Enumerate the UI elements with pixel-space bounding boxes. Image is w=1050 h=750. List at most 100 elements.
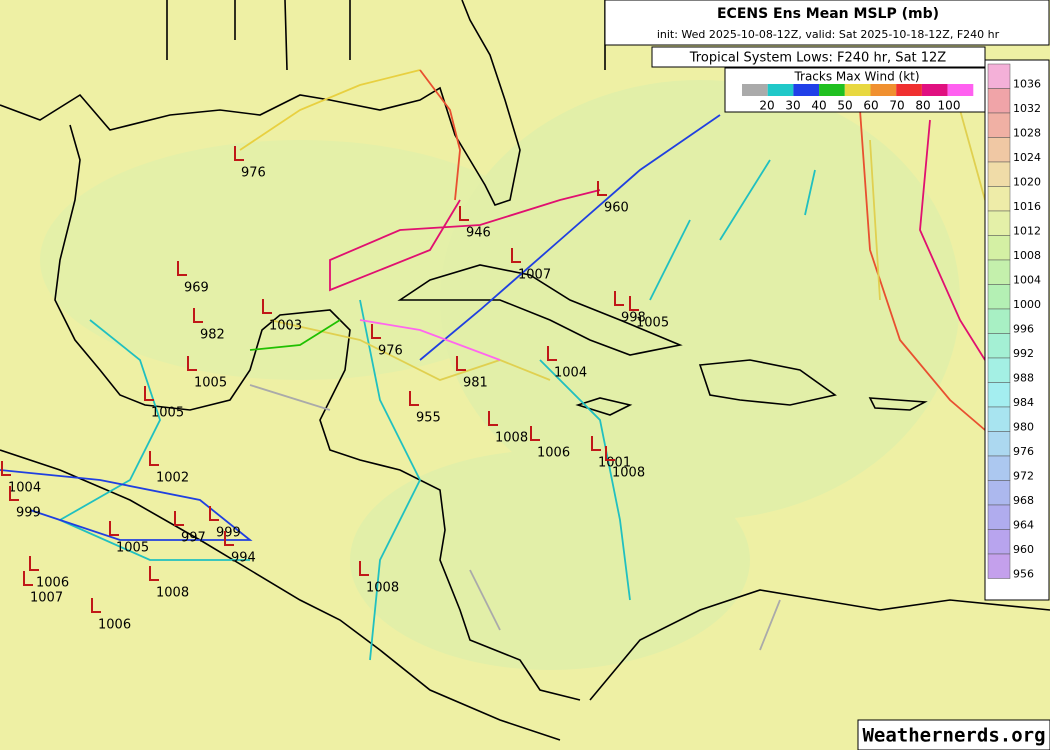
low-label: 1008 [495,431,528,446]
low-label: 1008 [612,466,645,481]
colorbar-label: 964 [1013,518,1034,531]
low-label: 946 [466,226,491,241]
low-label: 994 [231,551,256,566]
colorbar-label: 976 [1013,445,1034,458]
low-label: 955 [416,411,441,426]
colorbar-cell [987,63,1011,89]
colorbar-cell [987,284,1011,310]
wind-swatch [742,84,768,96]
low-marker [187,356,197,371]
low-marker [9,486,19,501]
low-label: 1005 [194,376,227,391]
low-marker [629,296,639,311]
wind-label: 50 [837,99,852,113]
colorbar-label: 956 [1013,567,1034,580]
colorbar-label: 1004 [1013,273,1041,286]
low-marker [547,346,557,361]
watermark-box [857,719,1050,750]
low-marker [530,426,540,441]
low-marker [149,451,159,466]
wind-legend-title: Tracks Max Wind (kt) [793,70,919,84]
colorbar-cell [987,382,1011,408]
low-label: 1003 [269,319,302,334]
low-label: 982 [200,328,225,343]
low-label: 999 [16,506,41,521]
colorbar-cell [987,161,1011,187]
colorbar-cell [987,137,1011,163]
low-marker [597,181,607,196]
wind-swatch [767,84,794,96]
low-label: 1008 [366,581,399,596]
title-box [604,0,1050,46]
low-label: 976 [378,344,403,359]
low-marker [262,299,272,314]
colorbar-label: 1032 [1013,102,1041,115]
low-label: 1006 [537,446,570,461]
low-marker [459,206,469,221]
wind-label: 20 [759,99,774,113]
wind-swatch [947,84,974,96]
wind-swatch [793,84,820,96]
shading [440,80,960,520]
low-marker [193,308,203,323]
low-label: 1005 [636,316,669,331]
low-marker [149,566,159,581]
wind-swatch [819,84,845,96]
colorbar: 1036 1032 1028 1024 1020 1016 1012 1008 1004 1000… [987,63,1041,580]
lows-title: Tropical System Lows: F240 hr, Sat 12Z [689,51,947,66]
low-label: 969 [184,281,209,296]
low-label: 1006 [36,576,69,591]
colorbar-cell [987,431,1011,457]
low-label: 999 [216,526,241,541]
low-label: 981 [463,376,488,391]
colorbar-label: 1012 [1013,224,1041,237]
colorbar-cell [987,235,1011,261]
colorbar-cell [987,553,1011,579]
wind-label: 70 [889,99,904,113]
low-marker [371,324,381,339]
lows: 9769469601007998100596998210039761004981… [1,146,669,633]
low-marker [174,511,184,526]
low-label: 1007 [518,268,551,283]
low-marker [91,598,101,613]
subtitle: init: Wed 2025-10-08-12Z, valid: Sat 202… [657,28,1000,41]
wind-legend: 20 30 40 50 60 70 80 100 [742,84,974,113]
colorbar-cell [987,406,1011,432]
colorbar-label: 1036 [1013,77,1041,90]
wind-label: 100 [938,99,961,113]
colorbar-label: 972 [1013,469,1034,482]
low-label: 1005 [151,406,184,421]
colorbar-label: 1016 [1013,200,1041,213]
low-marker [359,561,369,576]
low-marker [511,248,521,263]
low-marker [144,386,154,401]
title: ECENS Ens Mean MSLP (mb) [717,6,939,22]
colorbar-cell [987,259,1011,285]
colorbar-label: 996 [1013,322,1034,335]
colorbar-label: 992 [1013,347,1034,360]
low-label: 1004 [8,481,41,496]
colorbar-label: 1008 [1013,249,1041,262]
low-label: 1004 [554,366,587,381]
low-marker [23,571,33,586]
wind-label: 40 [811,99,826,113]
colorbar-label: 1000 [1013,298,1041,311]
wind-swatch [870,84,897,96]
watermark: Weathernerds.org [862,725,1045,747]
low-label: 1002 [156,471,189,486]
low-marker [605,446,615,461]
colorbar-cell [987,88,1011,114]
low-marker [224,531,234,546]
wind-swatch [896,84,922,96]
colorbar-label: 1024 [1013,151,1041,164]
low-marker [29,556,39,571]
low-label: 976 [241,166,266,181]
wind-label: 60 [863,99,878,113]
colorbar-cell [987,112,1011,138]
wind-swatch [921,84,948,96]
shading [350,450,750,670]
low-marker [234,146,244,161]
colorbar-cell [987,480,1011,506]
